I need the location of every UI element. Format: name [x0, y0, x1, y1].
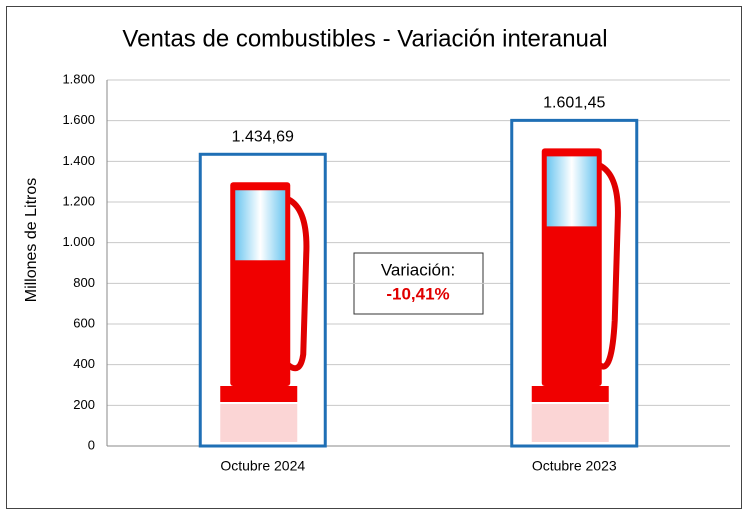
pump-icon	[531, 148, 621, 442]
value-label: 1.601,45	[543, 95, 605, 112]
chart-title: Ventas de combustibles - Variación inter…	[122, 25, 607, 52]
bar	[198, 152, 327, 448]
y-tick-label: 800	[73, 275, 95, 290]
pump-reflection	[220, 404, 298, 442]
y-tick-label: 0	[88, 437, 95, 452]
pump-hose	[286, 196, 310, 372]
y-tick-label: 1.400	[62, 153, 95, 168]
pump-hose	[597, 162, 621, 370]
y-tick-label: 200	[73, 397, 95, 412]
x-tick-label: Octubre 2023	[532, 458, 617, 474]
y-tick-label: 400	[73, 356, 95, 371]
y-tick-label: 1.600	[62, 112, 95, 127]
value-label: 1.434,69	[232, 128, 294, 145]
pump-reflection	[531, 404, 609, 442]
y-tick-label: 1.200	[62, 193, 95, 208]
y-axis-label: Millones de Litros	[23, 178, 40, 303]
pump-base	[531, 386, 609, 402]
pump-icon	[220, 182, 310, 442]
bar	[510, 118, 639, 448]
y-tick-label: 1.000	[62, 234, 95, 249]
x-tick-label: Octubre 2024	[220, 458, 305, 474]
y-tick-label: 600	[73, 315, 95, 330]
pump-screen	[546, 156, 597, 227]
annotation-title: Variación:	[381, 260, 455, 279]
pump-screen	[235, 190, 286, 261]
y-tick-label: 1.800	[62, 71, 95, 86]
annotation-value: -10,41%	[386, 284, 449, 303]
pump-base	[220, 386, 298, 402]
